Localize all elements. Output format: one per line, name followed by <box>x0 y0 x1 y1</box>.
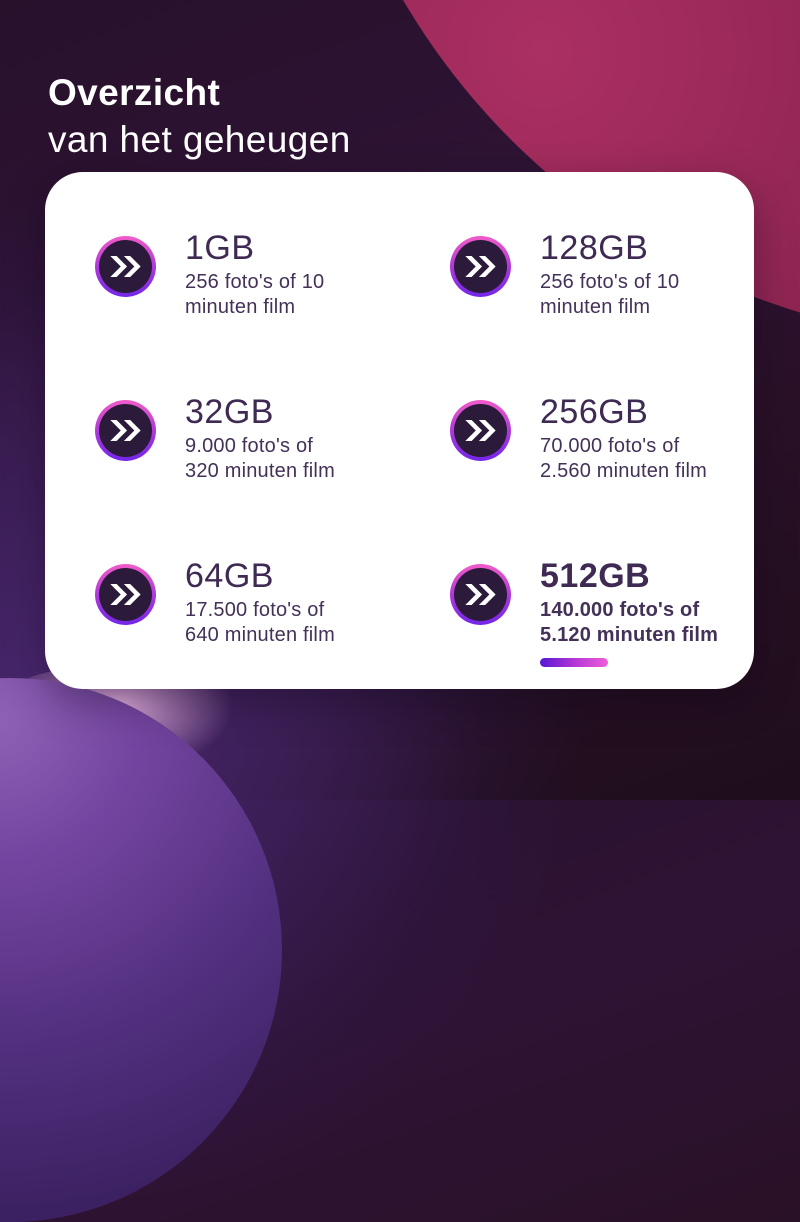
description-line1: 17.500 foto's of <box>185 599 325 621</box>
capacity-label: 128GB <box>540 229 649 267</box>
description-line1: 256 foto's of 10 <box>185 271 325 293</box>
capacity-description: 140.000 foto's of 5.120 minuten film <box>540 598 718 648</box>
double-chevron-right-icon <box>95 236 156 297</box>
memory-item-64gb: 64GB 17.500 foto's of 640 minuten film <box>95 556 450 720</box>
memory-item-128gb: 128GB 256 foto's of 10 minuten film <box>450 228 734 392</box>
capacity-label: 1GB <box>185 229 255 267</box>
capacity-description: 9.000 foto's of 320 minuten film <box>185 434 335 484</box>
memory-item-256gb: 256GB 70.000 foto's of 2.560 minuten fil… <box>450 392 734 556</box>
description-line2: 5.120 minuten film <box>540 624 719 646</box>
description-line2: minuten film <box>185 296 296 318</box>
description-line2: minuten film <box>540 296 651 318</box>
page-title-line1: Overzicht <box>48 71 221 113</box>
capacity-label: 32GB <box>185 393 274 431</box>
double-chevron-right-icon <box>450 564 511 625</box>
double-chevron-right-icon <box>450 236 511 297</box>
background-sphere-purple <box>0 678 282 1222</box>
memory-item-1gb: 1GB 256 foto's of 10 minuten film <box>95 228 450 392</box>
page-title-line2: van het geheugen <box>48 118 351 160</box>
capacity-description: 256 foto's of 10 minuten film <box>185 270 324 320</box>
capacity-label: 512GB <box>540 557 651 595</box>
double-chevron-right-icon <box>95 400 156 461</box>
highlight-underline-bar <box>540 658 608 667</box>
capacity-label: 64GB <box>185 557 274 595</box>
description-line2: 320 minuten film <box>185 460 335 482</box>
description-line1: 140.000 foto's of <box>540 599 700 621</box>
description-line1: 70.000 foto's of <box>540 435 680 457</box>
description-line1: 9.000 foto's of <box>185 435 314 457</box>
page-title: Overzicht van het geheugen <box>48 69 351 163</box>
double-chevron-right-icon <box>95 564 156 625</box>
description-line2: 2.560 minuten film <box>540 460 708 482</box>
capacity-description: 70.000 foto's of 2.560 minuten film <box>540 434 707 484</box>
description-line1: 256 foto's of 10 <box>540 271 680 293</box>
memory-item-512gb-highlighted: 512GB 140.000 foto's of 5.120 minuten fi… <box>450 556 734 720</box>
memory-item-32gb: 32GB 9.000 foto's of 320 minuten film <box>95 392 450 556</box>
capacity-description: 17.500 foto's of 640 minuten film <box>185 598 335 648</box>
memory-overview-card: 1GB 256 foto's of 10 minuten film 128GB <box>45 172 754 689</box>
double-chevron-right-icon <box>450 400 511 461</box>
description-line2: 640 minuten film <box>185 624 335 646</box>
capacity-label: 256GB <box>540 393 649 431</box>
memory-grid: 1GB 256 foto's of 10 minuten film 128GB <box>45 172 754 720</box>
capacity-description: 256 foto's of 10 minuten film <box>540 270 679 320</box>
